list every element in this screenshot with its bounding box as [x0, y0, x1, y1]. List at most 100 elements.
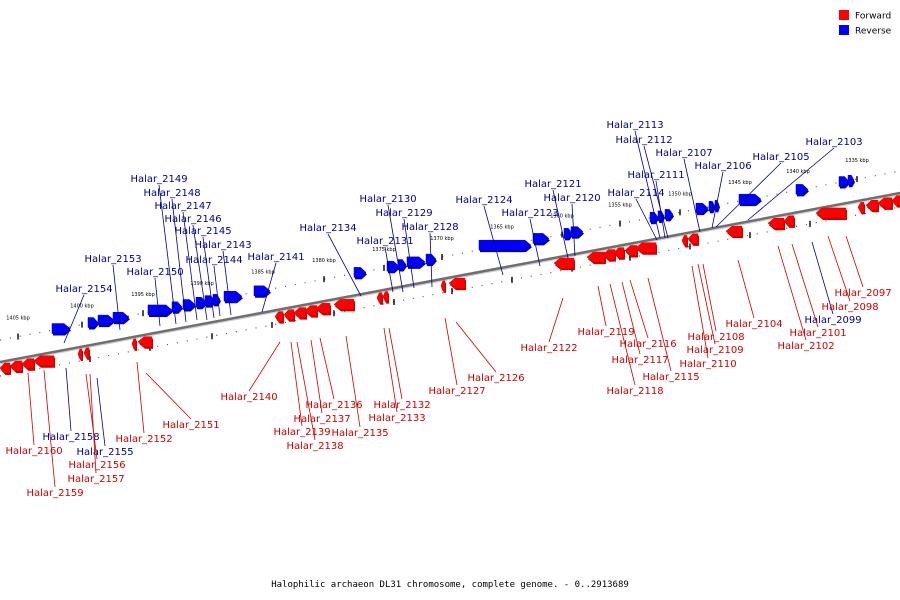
gene-label: Halar_2150: [126, 267, 183, 278]
gene-arrow: [9, 360, 23, 372]
gene-arrow: [304, 305, 318, 316]
gene-reverse-15: [406, 256, 426, 269]
gene-arrow: [97, 314, 115, 326]
gene-label: Halar_2112: [615, 135, 672, 146]
leader-line: [711, 171, 724, 229]
gene-arrow: [21, 358, 35, 369]
leader-line: [136, 361, 145, 434]
gene-arrow: [635, 242, 657, 253]
gene-label: Halar_2111: [627, 170, 684, 181]
leader-line: [827, 235, 851, 302]
gene-forward-6: [131, 338, 137, 351]
leader-line: [643, 145, 669, 239]
gene-label: Halar_2127: [428, 386, 485, 397]
tick-label: 1360 kbp: [550, 213, 574, 219]
gene-arrow: [33, 355, 55, 366]
gene-arrow: [563, 228, 573, 239]
gene-arrow: [857, 202, 865, 213]
leader-line: [158, 184, 177, 325]
gene-reverse-25: [708, 201, 716, 214]
gene-label: Halar_2154: [55, 284, 112, 295]
gene-reverse-20: [570, 226, 584, 239]
gene-label: Halar_2137: [293, 414, 350, 425]
gene-label: Halar_2145: [174, 226, 231, 237]
gene-arrow: [147, 304, 173, 316]
gene-label: Halar_2114: [607, 188, 664, 199]
gene-arrow: [195, 297, 207, 308]
gene-arrow: [131, 338, 137, 350]
gene-arrow: [315, 303, 331, 314]
gene-arrow: [440, 280, 446, 292]
tick-label: 1385 kbp: [251, 270, 275, 276]
gene-arrow: [602, 249, 616, 260]
gene-reverse-12: [353, 267, 367, 280]
gene-label: Halar_2102: [777, 341, 834, 352]
gene-reverse-18: [532, 233, 550, 246]
gene-label: Halar_2136: [305, 400, 362, 411]
gene-arrow: [624, 245, 638, 256]
leader-line: [154, 277, 161, 327]
gene-label: Halar_2143: [194, 240, 251, 251]
tick-label: 1380 kbp: [312, 258, 336, 264]
gene-reverse-14: [397, 259, 407, 272]
gene-reverse-28: [795, 184, 809, 197]
gene-label: Halar_2121: [524, 179, 581, 190]
tick-label: 1375 kbp: [372, 247, 396, 253]
gene-arrow: [687, 233, 699, 245]
gene-forward-7: [137, 336, 153, 349]
leader-line: [691, 265, 709, 359]
leader-line: [65, 367, 72, 432]
leader-line: [27, 372, 35, 446]
gene-arrow: [708, 201, 716, 212]
gene-arrow: [376, 292, 383, 303]
gene-label: Halar_2116: [619, 339, 676, 350]
gene-reverse-9: [212, 294, 221, 307]
gene-label: Halar_2097: [834, 288, 891, 299]
gene-label: Halar_2103: [805, 137, 862, 148]
tick-label: 1400 kbp: [70, 304, 94, 310]
gene-arrow: [681, 235, 688, 246]
leader-line: [702, 263, 717, 332]
gene-arrow: [112, 312, 130, 323]
gene-arrow: [448, 277, 466, 289]
gene-forward-26: [725, 225, 743, 239]
gene-arrow: [767, 218, 785, 229]
tick-label: 1340 kbp: [786, 169, 810, 175]
gene-arrow: [478, 239, 532, 251]
gene-forward-25: [687, 233, 699, 246]
gene-label: Halar_2115: [642, 372, 699, 383]
gene-forward-4: [77, 348, 83, 361]
gene-reverse-30: [847, 174, 855, 188]
gene-forward-31: [865, 200, 879, 213]
leader-line: [697, 263, 716, 345]
tick-label: 1350 kbp: [668, 191, 692, 197]
leader-line: [609, 283, 636, 386]
leader-line: [747, 147, 835, 221]
gene-arrow: [0, 362, 11, 374]
gene-label: Halar_2138: [286, 441, 343, 452]
gene-label: Halar_2157: [67, 474, 124, 485]
gene-label: Halar_2120: [543, 193, 600, 204]
leader-line: [634, 130, 661, 239]
gene-label: Halar_2105: [752, 152, 809, 163]
gene-forward-10: [293, 307, 307, 320]
gene-forward-28: [783, 215, 795, 228]
gene-forward-19: [586, 251, 606, 265]
gene-label: Halar_2128: [401, 222, 458, 233]
gene-reverse-6: [182, 299, 196, 312]
leader-line: [85, 373, 98, 460]
leader-line: [455, 321, 497, 373]
leader-line: [635, 198, 658, 241]
gene-reverse-3: [112, 312, 130, 325]
gene-arrow: [795, 184, 809, 195]
gene-reverse-24: [695, 202, 709, 216]
leader-line: [145, 372, 192, 420]
gene-arrow: [725, 225, 743, 237]
gene-label: Halar_2109: [686, 345, 743, 356]
leader-line: [319, 337, 335, 400]
gene-label: Halar_2123: [501, 208, 558, 219]
leader-line: [327, 233, 362, 297]
gene-forward-2: [21, 358, 35, 371]
leader-line: [192, 224, 208, 321]
